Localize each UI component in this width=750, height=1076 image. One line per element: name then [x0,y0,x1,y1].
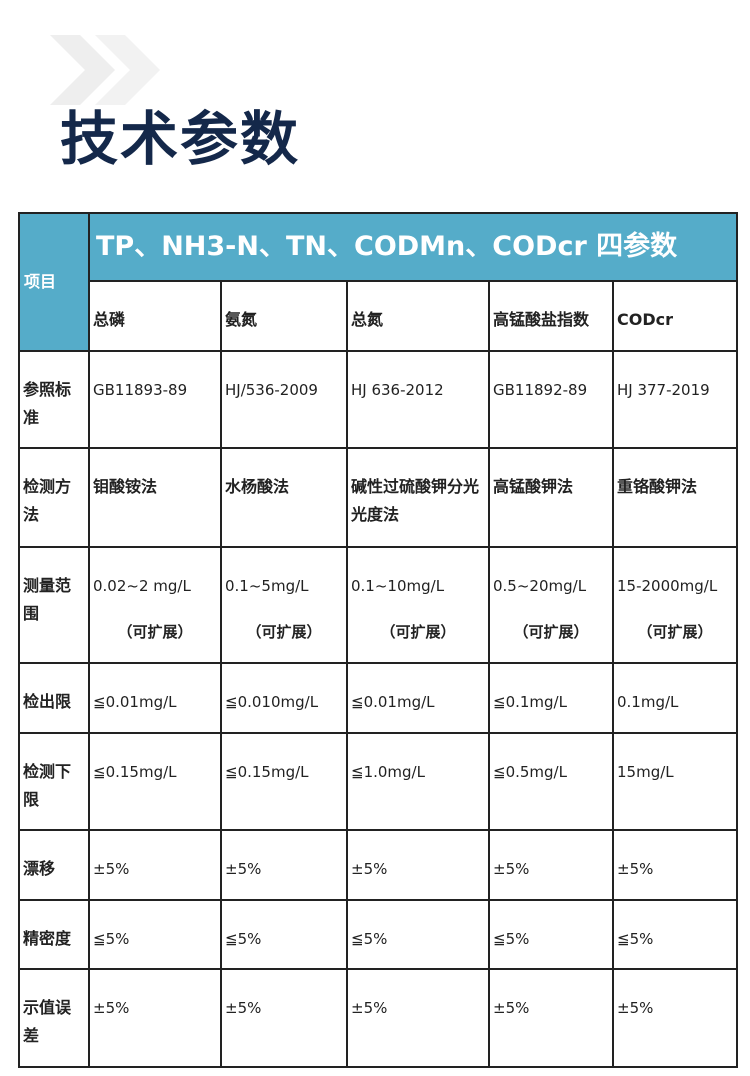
row-label: 测量范围 [18,546,90,664]
cell-value: 0.5~20mg/L [493,577,587,595]
cell: 钼酸铵法 [88,447,222,548]
spec-table: 项目 TP、NH3-N、TN、CODMn、CODcr 四参数 总磷 氨氮 总氮 高锰酸盐指… [18,212,739,1068]
cell: 水杨酸法 [220,447,348,548]
cell: ≦0.1mg/L [488,662,614,734]
row-label: 精密度 [18,899,90,970]
cell: ≦0.15mg/L [220,732,348,831]
cell-note: （可扩展） [246,623,322,641]
table-row: 参照标准 GB11893-89 HJ/536-2009 HJ 636-2012 GB11… [18,350,739,449]
chevron-decoration [50,35,160,105]
cell-value: 0.1~10mg/L [351,577,445,595]
cell: 0.02~2 mg/L （可扩展） [88,546,222,664]
column-name: 总氮 [346,280,490,352]
cell: 15mg/L [611,732,739,831]
table-row: 检测下限 ≦0.15mg/L ≦0.15mg/L ≦1.0mg/L ≦0.5mg/L 15… [18,732,739,831]
table-row: 检测方法 钼酸铵法 水杨酸法 碱性过硫酸钾分光光度法 高锰酸钾法 重铬酸钾法 [18,447,739,548]
column-name: CODcr [611,280,739,352]
cell: ±5% [346,968,490,1068]
cell: ±5% [488,968,614,1068]
cell: ±5% [611,968,739,1068]
cell: GB11892-89 [488,350,614,449]
cell: 0.1mg/L [611,662,739,734]
cell: ≦5% [88,899,222,970]
cell-value: 0.1~5mg/L [225,577,309,595]
table-row: 精密度 ≦5% ≦5% ≦5% ≦5% ≦5% [18,899,739,970]
row-label: 检出限 [18,662,90,734]
header-row: 项目 TP、NH3-N、TN、CODMn、CODcr 四参数 [18,212,739,352]
row-label: 检测方法 [18,447,90,548]
table-body: 项目 TP、NH3-N、TN、CODMn、CODcr 四参数 总磷 氨氮 总氮 高锰酸盐指… [18,212,739,1068]
cell: ±5% [346,829,490,901]
row-label: 检测下限 [18,732,90,831]
cell: ≦0.010mg/L [220,662,348,734]
title: 技术参数 [60,105,301,173]
cell: ≦5% [488,899,614,970]
cell: ±5% [88,829,222,901]
cell: ≦5% [220,899,348,970]
cell: GB11893-89 [88,350,222,449]
column-name: 氨氮 [220,280,348,352]
cell-value: 15-2000mg/L [617,577,718,595]
cell: HJ 377-2019 [611,350,739,449]
cell: ≦0.5mg/L [488,732,614,831]
cell: 碱性过硫酸钾分光光度法 [346,447,490,548]
cell: 重铬酸钾法 [611,447,739,548]
column-name: 总磷 [88,280,222,352]
table-row: 测量范围 0.02~2 mg/L （可扩展） 0.1~5mg/L （可扩展） 0.1~10… [18,546,739,664]
corner-cell: 项目 [18,212,90,352]
column-row: 总磷 氨氮 总氮 高锰酸盐指数 CODcr [19,280,739,352]
cell-note: （可扩展） [637,623,713,641]
cell-note: （可扩展） [380,623,456,641]
cell: ±5% [488,829,614,901]
row-label: 参照标准 [18,350,90,449]
cell: ≦1.0mg/L [346,732,490,831]
chevron [50,35,115,105]
column-name: 高锰酸盐指数 [488,280,614,352]
cell-value: 0.02~2 mg/L [93,577,191,595]
cell: ±5% [220,829,348,901]
cell: 0.5~20mg/L （可扩展） [488,546,614,664]
cell: 0.1~10mg/L （可扩展） [346,546,490,664]
cell: ≦5% [346,899,490,970]
cell: ≦0.01mg/L [346,662,490,734]
cell-note: （可扩展） [513,623,589,641]
row-label: 示值误差 [18,968,90,1068]
cell: 15-2000mg/L （可扩展） [611,546,739,664]
table-row: 示值误差 ±5% ±5% ±5% ±5% ±5% [18,968,739,1068]
table-row: 检出限 ≦0.01mg/L ≦0.010mg/L ≦0.01mg/L ≦0.1mg/L 0… [18,662,739,734]
cell: ≦0.15mg/L [88,732,222,831]
row-label: 漂移 [18,829,90,901]
chevron [95,35,160,105]
cell-note: （可扩展） [117,623,193,641]
cell: ≦5% [611,899,739,970]
header-cell: TP、NH3-N、TN、CODMn、CODcr 四参数 [87,212,739,282]
cell: ≦0.01mg/L [88,662,222,734]
cell: ±5% [88,968,222,1068]
cell: 0.1~5mg/L （可扩展） [220,546,348,664]
cell: HJ/536-2009 [220,350,348,449]
cell: ±5% [220,968,348,1068]
table-row: 漂移 ±5% ±5% ±5% ±5% ±5% [18,829,739,901]
cell: 高锰酸钾法 [488,447,614,548]
cell: HJ 636-2012 [346,350,490,449]
cell: ±5% [611,829,739,901]
